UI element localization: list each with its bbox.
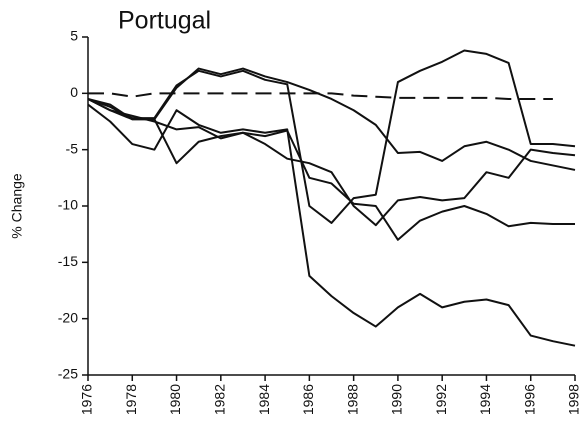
y-tick-label: -10 xyxy=(58,197,78,213)
x-tick-label: 1990 xyxy=(389,384,405,415)
series-line xyxy=(87,98,576,227)
series-line xyxy=(87,103,576,347)
y-tick-label: 0 xyxy=(70,84,78,100)
series-line xyxy=(87,67,576,171)
x-tick-label: 1978 xyxy=(123,384,139,415)
x-tick-label: 1996 xyxy=(521,384,537,415)
y-tick-label: -15 xyxy=(58,253,78,269)
y-axis-label: % Change xyxy=(9,173,25,239)
series-line xyxy=(87,98,575,241)
chart-title: Portugal xyxy=(118,7,211,35)
y-tick-label: 5 xyxy=(70,28,78,44)
dashed-line xyxy=(88,92,553,100)
series-line xyxy=(87,49,576,224)
y-tick-label: -25 xyxy=(58,366,78,382)
x-tick-label: 1992 xyxy=(433,384,449,415)
x-tick-label: 1984 xyxy=(256,384,272,415)
x-tick-label: 1998 xyxy=(566,384,582,415)
x-tick-label: 1986 xyxy=(300,384,316,415)
y-tick-label: -5 xyxy=(66,140,79,156)
x-tick-label: 1980 xyxy=(167,384,183,415)
x-tick-label: 1994 xyxy=(477,384,493,415)
x-tick-label: 1982 xyxy=(212,384,228,415)
y-tick-label: -20 xyxy=(58,309,78,325)
x-tick-label: 1988 xyxy=(344,384,360,415)
x-tick-label: 1976 xyxy=(79,384,95,415)
